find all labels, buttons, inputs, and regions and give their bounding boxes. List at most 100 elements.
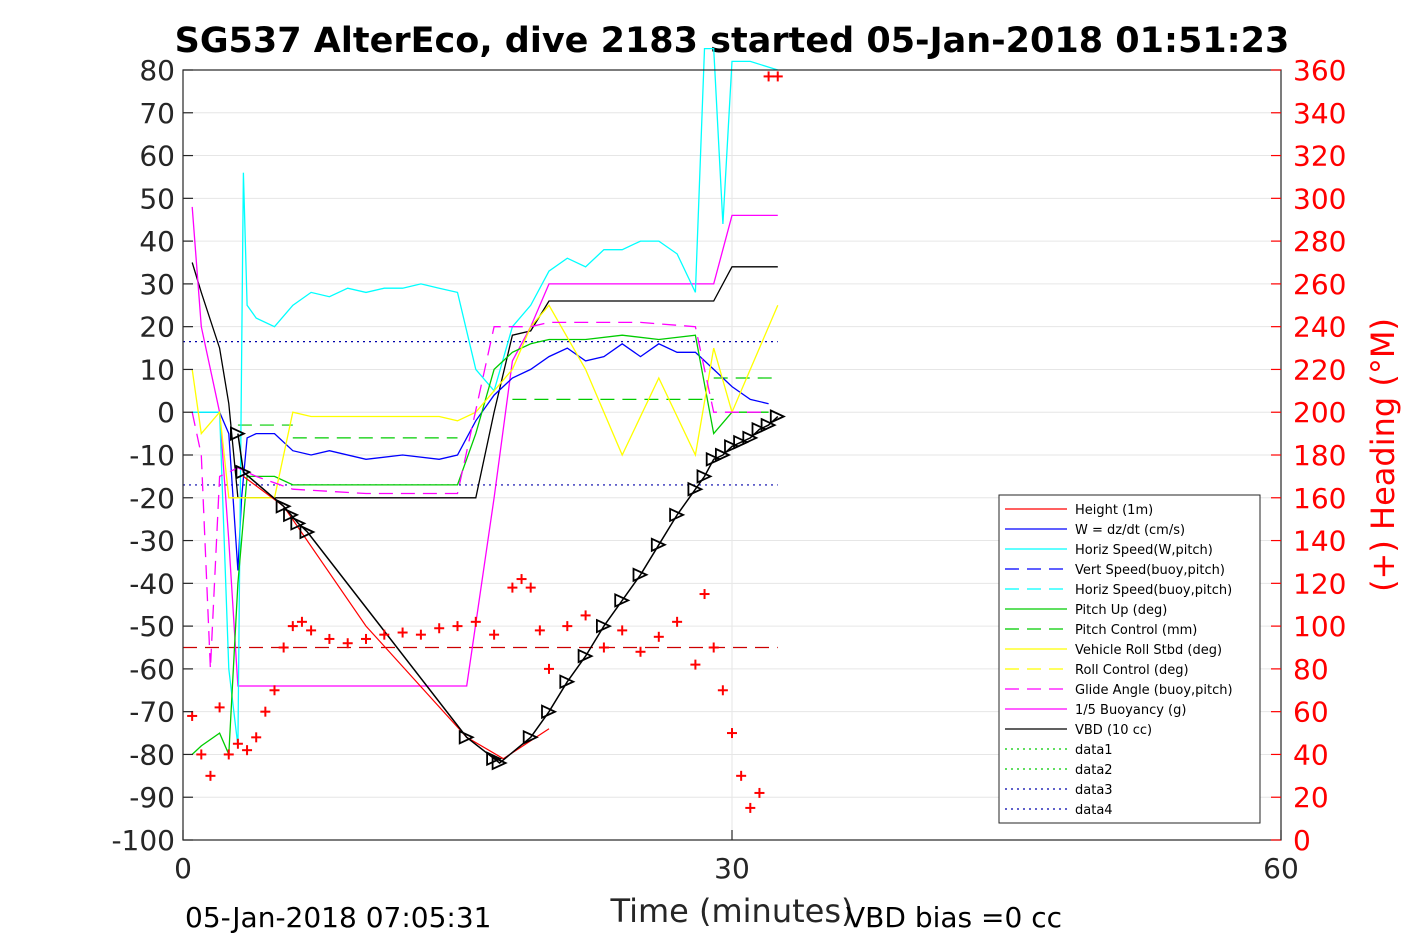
y-right-tick-label: 40 bbox=[1293, 738, 1329, 771]
depth-marker bbox=[559, 674, 576, 690]
legend-entry: 1/5 Buoyancy (g) bbox=[1005, 703, 1186, 718]
depth-marker bbox=[541, 704, 558, 720]
y-tick-label: -90 bbox=[129, 781, 175, 814]
heading-marker bbox=[489, 629, 500, 640]
y-right-tick-label: 340 bbox=[1293, 97, 1346, 130]
y-right-tick-label: 80 bbox=[1293, 653, 1329, 686]
heading-marker bbox=[324, 633, 335, 644]
heading-marker bbox=[635, 646, 646, 657]
legend-label: Glide Angle (buoy,pitch) bbox=[1075, 683, 1233, 698]
heading-marker bbox=[242, 745, 253, 756]
depth-marker bbox=[290, 515, 307, 531]
legend-entry: Vehicle Roll Stbd (deg) bbox=[1005, 643, 1222, 658]
legend-label: Vert Speed(buoy,pitch) bbox=[1075, 563, 1225, 578]
legend-label: Pitch Up (deg) bbox=[1075, 603, 1167, 618]
heading-marker bbox=[562, 621, 573, 632]
heading-marker bbox=[690, 659, 701, 670]
y-right-tick-label: 280 bbox=[1293, 225, 1346, 258]
depth-marker bbox=[733, 434, 750, 450]
y-tick-label: -20 bbox=[129, 482, 175, 515]
legend-label: Height (1m) bbox=[1075, 503, 1153, 518]
series-layer bbox=[183, 47, 786, 813]
series-line bbox=[191, 304, 779, 499]
legend-entry: Glide Angle (buoy,pitch) bbox=[1005, 683, 1233, 698]
depth-marker bbox=[705, 451, 722, 467]
depth-marker bbox=[458, 729, 475, 745]
y-tick-label: 10 bbox=[139, 353, 175, 386]
y-right-tick-label: 140 bbox=[1293, 525, 1346, 558]
legend-entry: data2 bbox=[1005, 763, 1113, 778]
legend-label: W = dz/dt (cm/s) bbox=[1075, 523, 1185, 538]
y-tick-label: -10 bbox=[129, 439, 175, 472]
heading-marker bbox=[196, 749, 207, 760]
series-line bbox=[191, 262, 778, 499]
depth-marker bbox=[491, 755, 508, 771]
y-tick-label: 0 bbox=[157, 396, 175, 429]
y-tick-label: 60 bbox=[139, 140, 175, 173]
heading-marker bbox=[507, 582, 518, 593]
legend-entry: Pitch Up (deg) bbox=[1005, 603, 1167, 618]
y-tick-label: -40 bbox=[129, 567, 175, 600]
legend-entry: W = dz/dt (cm/s) bbox=[1005, 523, 1185, 538]
depth-marker bbox=[669, 507, 686, 523]
y-tick-label: 30 bbox=[139, 268, 175, 301]
x-tick-label: 30 bbox=[714, 852, 750, 885]
legend-label: Horiz Speed(buoy,pitch) bbox=[1075, 583, 1232, 598]
heading-marker bbox=[580, 610, 591, 621]
legend-label: Horiz Speed(W,pitch) bbox=[1075, 543, 1213, 558]
heading-marker bbox=[525, 582, 536, 593]
y-right-tick-label: 20 bbox=[1293, 781, 1329, 814]
heading-marker bbox=[205, 770, 216, 781]
heading-marker bbox=[434, 623, 445, 634]
depth-marker bbox=[235, 464, 252, 480]
heading-marker bbox=[251, 732, 262, 743]
legend-label: data3 bbox=[1075, 783, 1113, 798]
heading-marker bbox=[516, 574, 527, 585]
heading-marker bbox=[653, 631, 664, 642]
y-right-tick-label: 120 bbox=[1293, 567, 1346, 600]
heading-marker bbox=[763, 71, 774, 82]
footer-vbd-bias: VBD bias =0 cc bbox=[846, 901, 1062, 934]
y-tick-label: -80 bbox=[129, 738, 175, 771]
legend-entry: data4 bbox=[1005, 803, 1113, 818]
series-line bbox=[191, 206, 778, 687]
y-tick-label: 50 bbox=[139, 182, 175, 215]
y-right-tick-label: 200 bbox=[1293, 396, 1346, 429]
depth-marker bbox=[687, 481, 704, 497]
heading-marker bbox=[617, 625, 628, 636]
depth-marker bbox=[696, 468, 713, 484]
legend-label: data1 bbox=[1075, 743, 1113, 758]
heading-marker bbox=[708, 642, 719, 653]
y-tick-label: 20 bbox=[139, 311, 175, 344]
depth-marker bbox=[522, 729, 539, 745]
y-right-tick-label: 300 bbox=[1293, 182, 1346, 215]
legend-label: data2 bbox=[1075, 763, 1113, 778]
heading-marker bbox=[727, 728, 737, 739]
legend-entry: Horiz Speed(W,pitch) bbox=[1005, 543, 1213, 558]
heading-marker bbox=[397, 627, 408, 638]
depth-marker bbox=[577, 648, 594, 664]
y-tick-label: -70 bbox=[129, 696, 175, 729]
legend-label: data4 bbox=[1075, 803, 1113, 818]
chart-title: SG537 AlterEco, dive 2183 started 05-Jan… bbox=[175, 21, 1290, 61]
y-tick-label: 70 bbox=[139, 97, 175, 130]
x-tick-label: 0 bbox=[174, 852, 192, 885]
legend-entry: Vert Speed(buoy,pitch) bbox=[1005, 563, 1225, 578]
depth-marker bbox=[751, 421, 768, 437]
y-right-tick-label: 360 bbox=[1293, 54, 1346, 87]
series-line bbox=[192, 343, 769, 571]
heading-marker bbox=[534, 625, 545, 636]
x-axis-label: Time (minutes) bbox=[610, 892, 854, 930]
heading-marker bbox=[754, 787, 765, 798]
depth-marker bbox=[632, 567, 649, 583]
y-tick-label: -60 bbox=[129, 653, 175, 686]
heading-marker bbox=[598, 642, 609, 653]
heading-marker bbox=[342, 638, 353, 649]
heading-marker bbox=[260, 706, 271, 717]
y-tick-label: 40 bbox=[139, 225, 175, 258]
legend-entry: VBD (10 cc) bbox=[1005, 723, 1152, 738]
y-right-tick-label: 0 bbox=[1293, 824, 1311, 857]
legend-entry: data3 bbox=[1005, 783, 1113, 798]
heading-marker bbox=[306, 625, 317, 636]
